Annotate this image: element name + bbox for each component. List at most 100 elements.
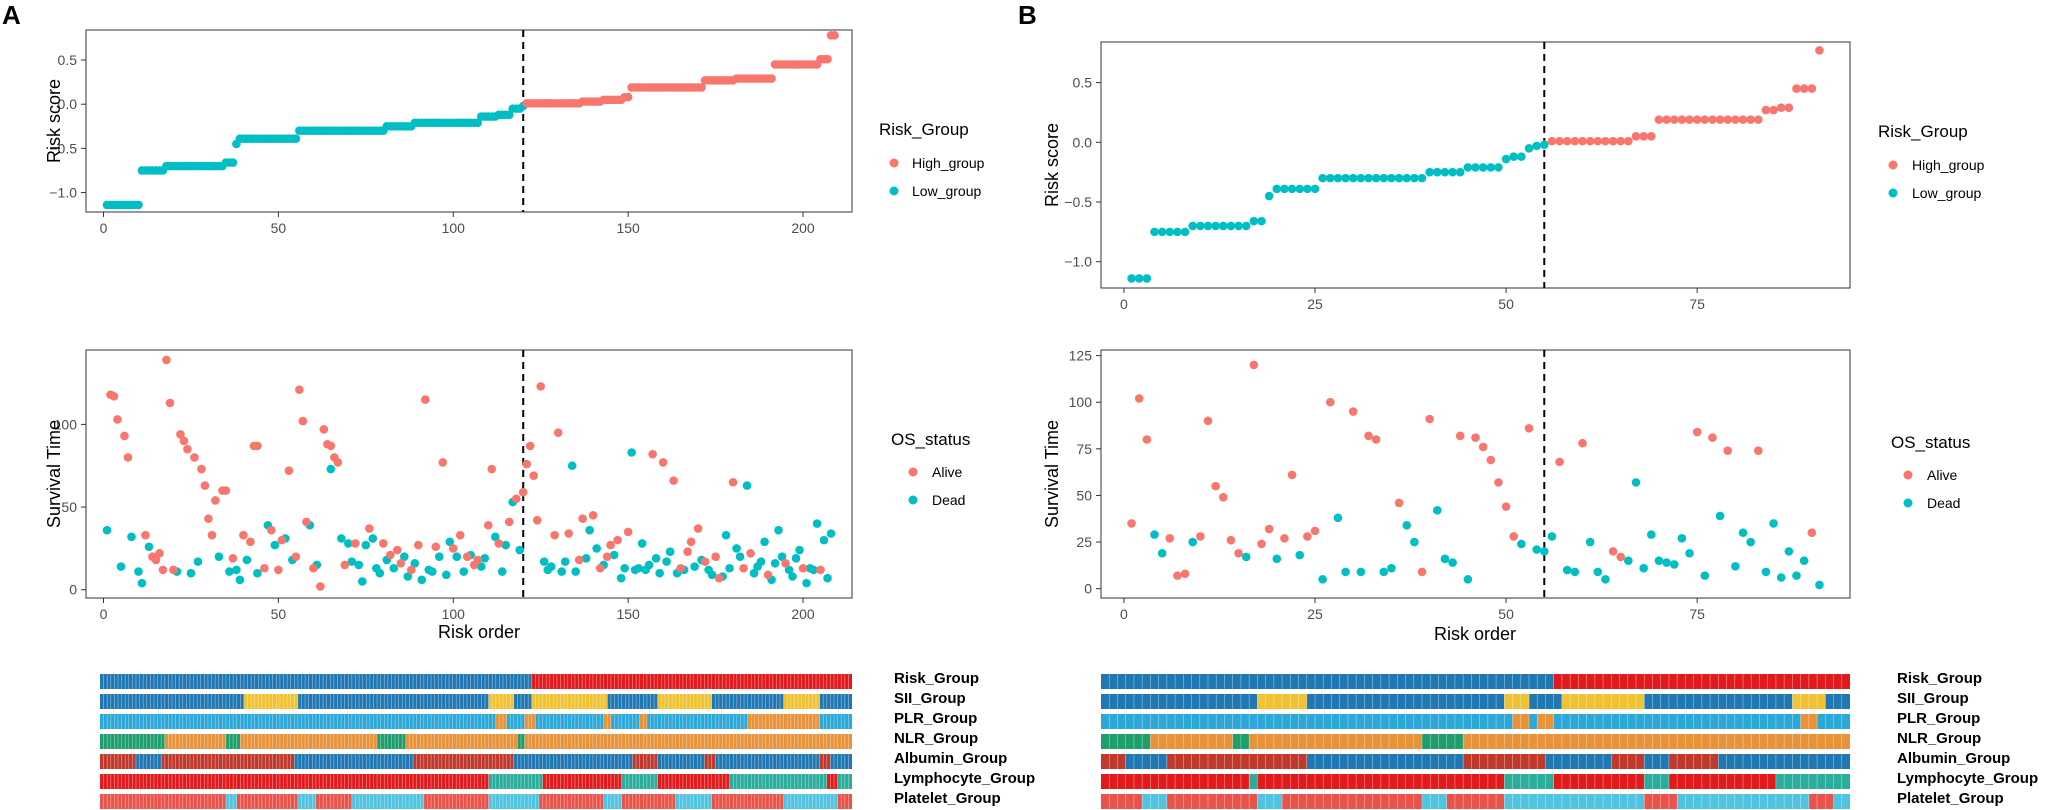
panel-b-risk-xtick-label: 25 (1307, 296, 1323, 312)
panel-b-survival-xtick-label: 25 (1307, 606, 1323, 622)
panel-a-heatmap-cell-platelet_group (783, 794, 838, 809)
panel-b-heatmap-cell-albumin_group (1306, 754, 1464, 769)
panel-a-survival-point-dead (823, 573, 832, 583)
panel-a-heatmap-cell-albumin_group (819, 754, 831, 769)
panel-a-heatmap-cell-plr_group (506, 714, 525, 729)
panel-b-risk-point-high (1654, 115, 1664, 124)
panel-b-risk-point-low (1325, 173, 1335, 183)
panel-a-survival-point-alive (316, 582, 325, 591)
panel-a-survival-point-dead (634, 563, 643, 573)
panel-b-survival-point-alive (1211, 481, 1220, 491)
panel-b-risk-point-low (1348, 173, 1358, 183)
panel-b-risk-point-low (1486, 163, 1496, 172)
panel-a-survival-point-alive (396, 558, 406, 568)
panel-label-a: A (2, 0, 21, 30)
panel-a-survival-point-alive (714, 573, 724, 583)
panel-a-legend-dead-label: Dead (932, 492, 965, 508)
panel-a-survival-point-alive (455, 530, 465, 540)
panel-b-survival-plot-area (1100, 349, 1851, 599)
panel-a-survival-point-alive (406, 565, 416, 575)
panel-b-survival-point-alive (1310, 526, 1320, 536)
panel-b-risk-point-high (1723, 115, 1733, 124)
panel-b-risk-point-low (1165, 227, 1175, 237)
panel-b-risk-point-high (1708, 115, 1717, 124)
panel-b-survival-point-alive (1394, 498, 1404, 508)
panel-b-legend-high-label: High_group (1912, 157, 1985, 173)
panel-b-survival-point-dead (1700, 571, 1710, 580)
panel-b-risk-point-low (1539, 140, 1549, 149)
panel-a-legend-dead-dot (908, 495, 918, 505)
panel-a-survival-point-alive (658, 458, 668, 467)
panel-a-survival-point-alive (155, 549, 164, 558)
panel-a-heatmap-cell-platelet_group (100, 794, 226, 809)
panel-b-survival-point-alive (1708, 433, 1717, 442)
panel-b-survival-ytick-label: 75 (1076, 441, 1092, 457)
panel-b-survival-point-dead (1769, 519, 1778, 528)
panel-a-survival-point-dead (102, 525, 112, 535)
panel-a-survival-point-alive (613, 535, 622, 545)
panel-a-survival-point-alive (511, 494, 521, 504)
panel-a-heatmap-cell-lymphocyte_group (488, 774, 543, 789)
panel-a-survival-point-alive (473, 555, 483, 565)
panel-b-heatmap-cell-albumin_group (1644, 754, 1669, 769)
panel-b-risk-point-high (1769, 105, 1778, 115)
panel-b-survival-point-dead (1448, 558, 1457, 567)
panel-a-survival-point-dead (770, 558, 780, 568)
panel-a-survival-point-alive (253, 441, 262, 451)
panel-a-risk-ytick-label: −0.5 (49, 140, 77, 156)
panel-a-heatmap-cell-albumin_group (632, 754, 658, 769)
panel-b-risk-point-high (1815, 46, 1824, 55)
panel-a-heatmap-cell-albumin_group (657, 754, 705, 769)
panel-b-risk-point-low (1173, 227, 1182, 237)
panel-b-risk-point-low (1494, 163, 1503, 172)
panel-b-risk-point-low (1226, 221, 1236, 231)
panel-b-survival-point-alive (1142, 435, 1152, 444)
panel-b-risk-point-high (1792, 84, 1801, 93)
panel-b-risk-point-high (1624, 136, 1633, 146)
panel-b-legend-dead-dot (1903, 498, 1913, 508)
panel-a-heatmap-cell-plr_group (524, 714, 536, 729)
panel-a-risk-point-low (291, 134, 301, 143)
panel-b-risk-point-low (1517, 152, 1526, 161)
panel-b-survival-point-dead (1463, 575, 1473, 584)
panel-b-risk-point-high (1761, 105, 1771, 115)
panel-b-survival-point-alive (1578, 438, 1587, 448)
panel-a-heatmap-cell-platelet_group (297, 794, 316, 809)
panel-a-survival-point-alive (816, 565, 825, 575)
panel-b-survival-point-dead (1387, 563, 1396, 573)
panel-a-hm-label-plr: PLR_Group (894, 710, 977, 727)
panel-b-survival-point-alive (1692, 427, 1702, 437)
panel-a-survival-point-dead (651, 554, 661, 563)
panel-b-survival-point-dead (1410, 537, 1419, 547)
panel-a-heatmap-cell-platelet_group (225, 794, 237, 809)
panel-b-heatmap-cell-lymphocyte_group (1668, 774, 1776, 789)
panel-a-risk-point-low (134, 200, 143, 210)
panel-b-risk-point-high (1700, 115, 1710, 124)
panel-a-survival-xtick-label: 0 (100, 606, 108, 622)
panel-b-risk-point-low (1150, 227, 1159, 237)
panel-a-survival-point-alive (483, 520, 493, 530)
panel-a-legend-high-dot (889, 158, 899, 168)
panel-a-survival-point-dead (539, 557, 549, 566)
panel-b-survival-point-dead (1432, 506, 1442, 515)
panel-a-survival-point-alive (277, 535, 287, 545)
panel-a-survival-point-dead (134, 567, 143, 576)
panel-a-survival-point-dead (137, 578, 147, 588)
panel-a-survival-point-alive (494, 539, 504, 548)
panel-a-survival-point-alive (260, 563, 269, 573)
panel-b-risk-score-plot: 0 25 50 75 −1.0 −0.5 0.0 0.5 Risk score Risk_Gr… (1042, 41, 1985, 312)
panel-b-risk-point-low (1417, 173, 1427, 183)
panel-a-survival-point-alive (158, 565, 168, 575)
panel-a-risk-xtick-label: 50 (271, 220, 287, 236)
panel-b-risk-point-low (1234, 221, 1243, 231)
panel-b-survival-point-alive (1723, 446, 1733, 455)
panel-b-survival-point-dead (1532, 545, 1541, 554)
panel-a-survival-point-alive (676, 563, 685, 573)
panel-a-survival-point-alive (151, 555, 161, 565)
panel-a-survival-point-alive (197, 464, 206, 474)
panel-b-survival-point-dead (1593, 567, 1603, 577)
panel-a-survival-point-alive (648, 449, 657, 459)
panel-a-survival-point-dead (567, 461, 577, 471)
panel-b-risk-point-high (1692, 115, 1702, 124)
